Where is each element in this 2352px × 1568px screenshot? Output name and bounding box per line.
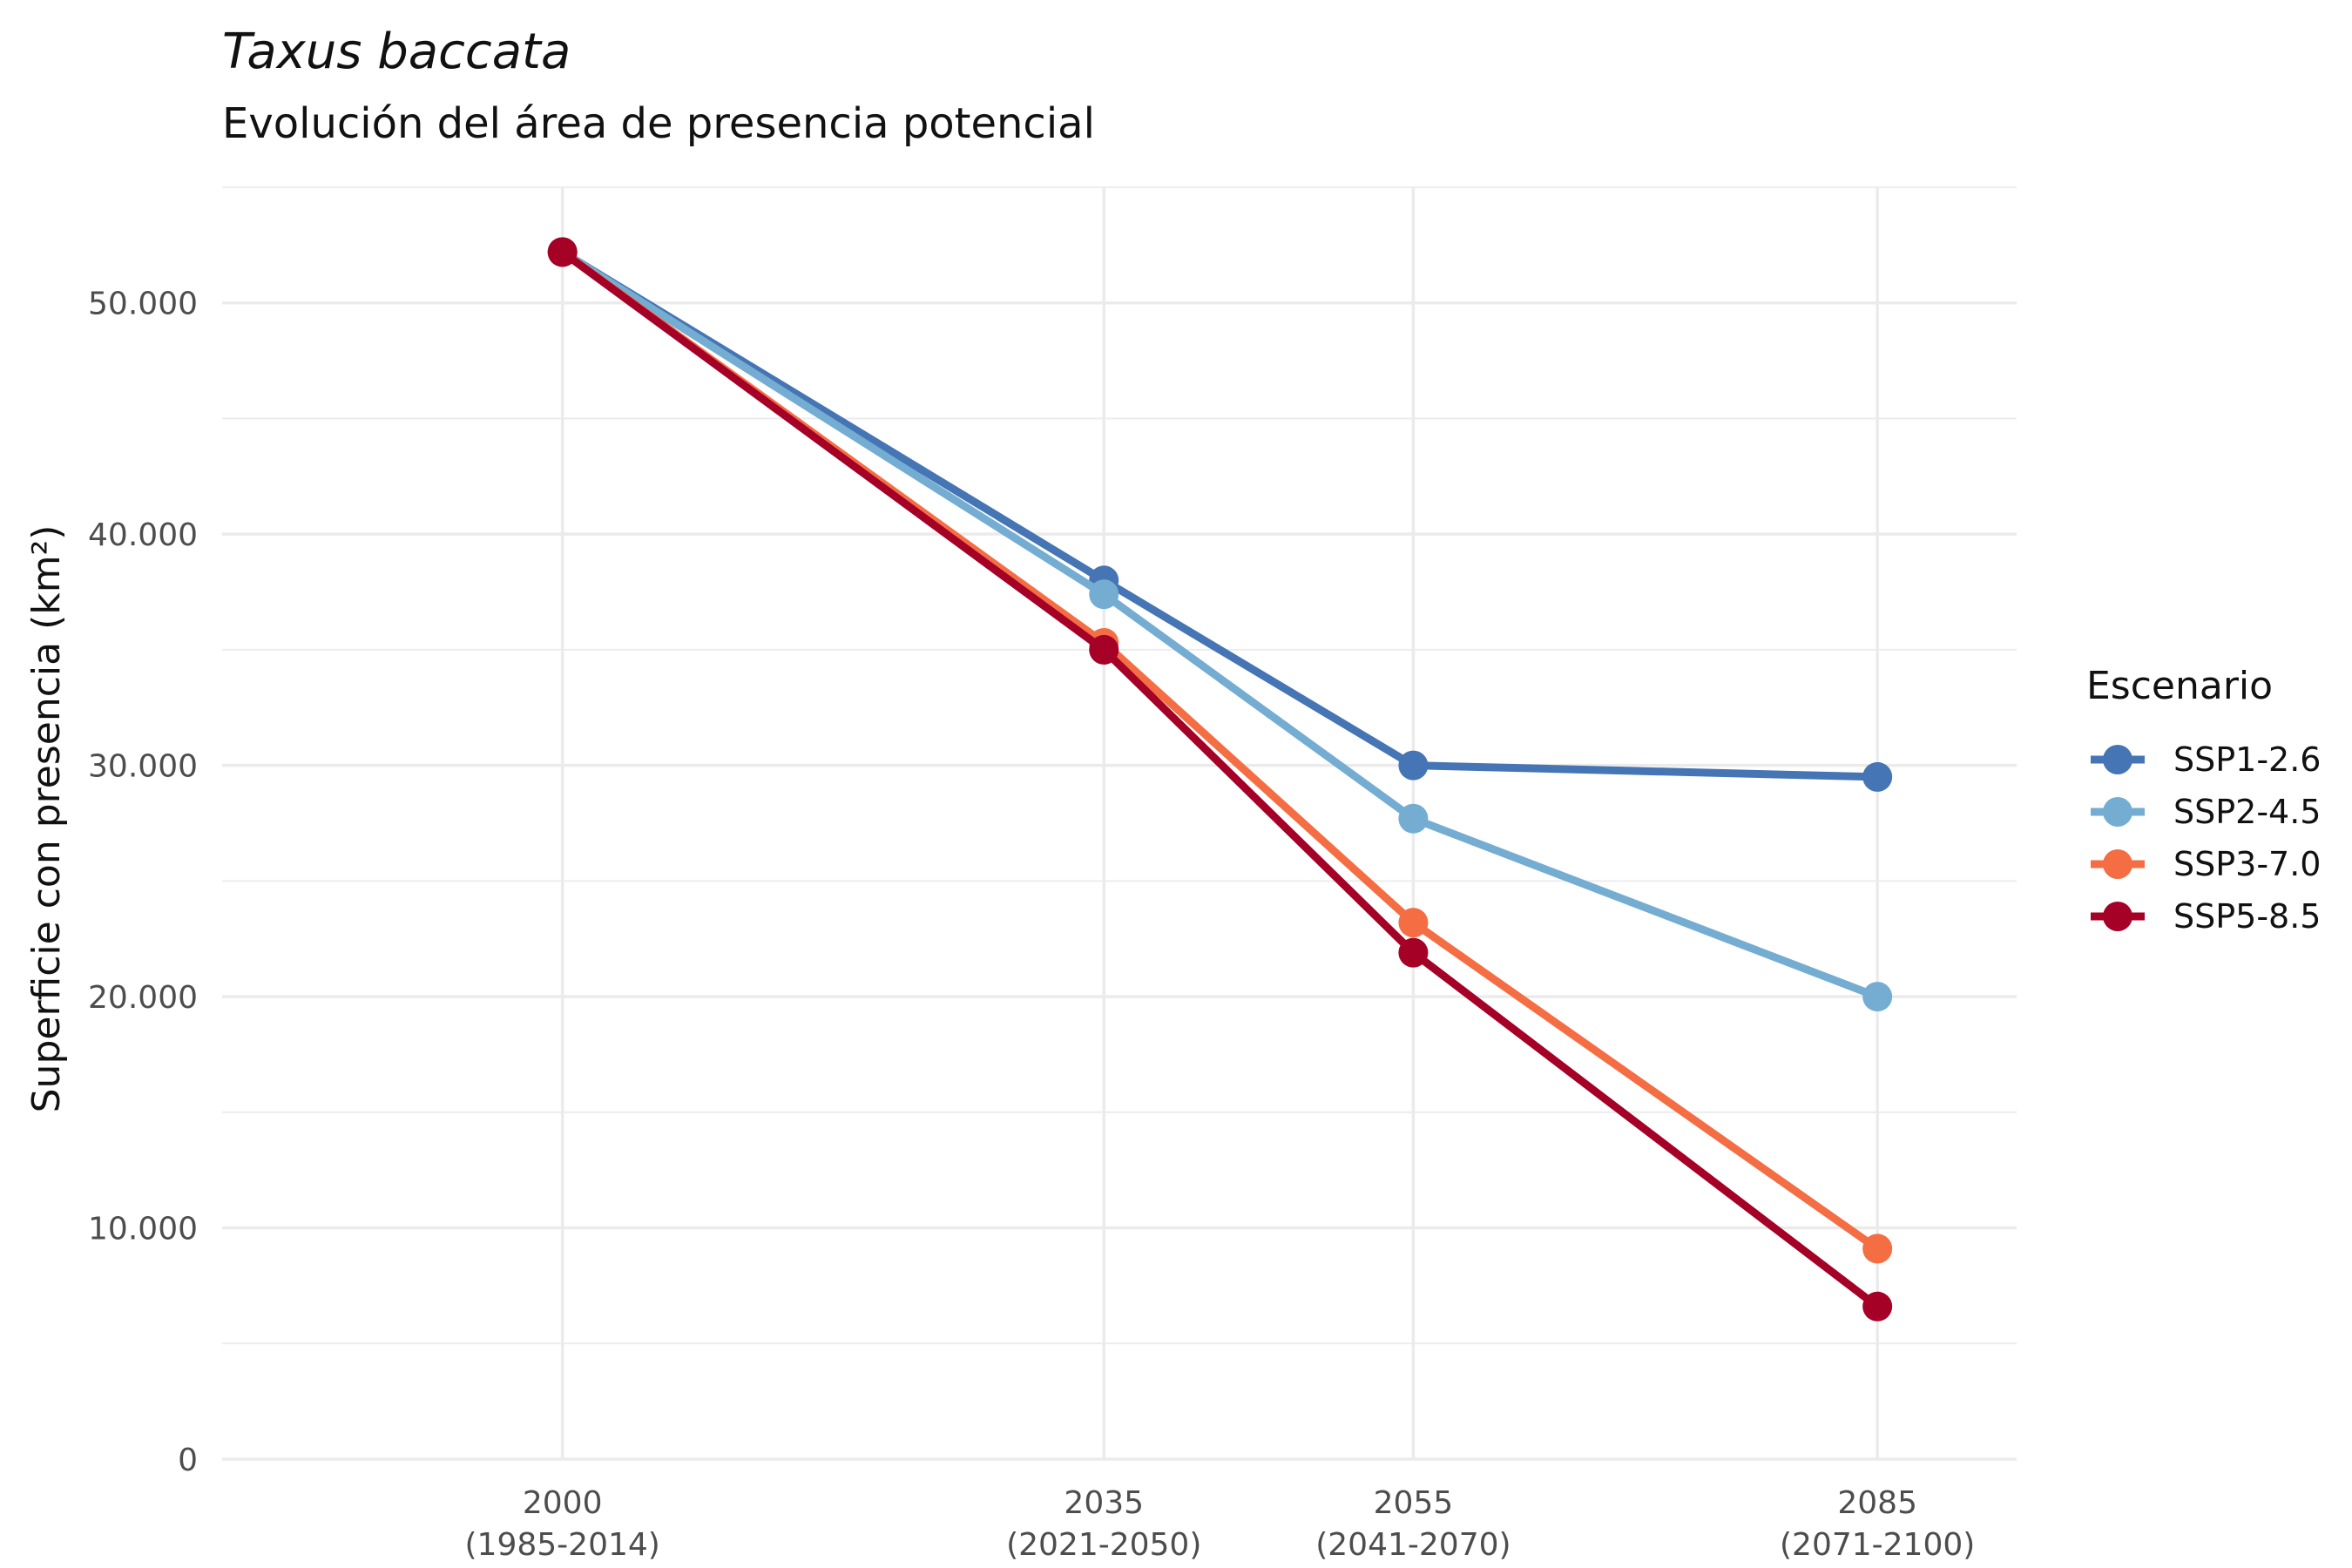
series-line-ssp5-8-5 [560, 248, 1880, 1310]
y-tick-label: 10.000 [88, 1212, 198, 1247]
data-point-ssp5-8-5 [1398, 937, 1429, 968]
x-tick-label: 2035 [1064, 1485, 1144, 1521]
legend-label-ssp5-8-5: SSP5-8.5 [2173, 897, 2321, 936]
data-point-ssp2-4-5 [1862, 982, 1893, 1012]
x-tick-period: (2021-2050) [1006, 1527, 1201, 1563]
data-point-ssp1-2-6 [1862, 761, 1893, 792]
legend-label-ssp3-7-0: SSP3-7.0 [2173, 845, 2321, 883]
x-tick-label: 2055 [1374, 1485, 1454, 1521]
x-tick-label: 2000 [523, 1485, 603, 1521]
y-tick-label: 50.000 [88, 287, 198, 322]
y-tick-label: 30.000 [88, 749, 198, 785]
x-tick-period: (2071-2100) [1780, 1527, 1975, 1563]
legend-label-ssp2-4-5: SSP2-4.5 [2173, 793, 2321, 831]
data-point-ssp1-2-6 [1398, 750, 1429, 781]
data-point-ssp5-8-5 [547, 237, 578, 267]
data-point-ssp2-4-5 [1398, 803, 1429, 834]
x-tick-period: (1985-2014) [465, 1527, 660, 1563]
series-line-ssp1-2-6 [560, 248, 1878, 781]
series-line-ssp2-4-5 [560, 248, 1879, 1001]
y-axis-label: Superficie con presencia (km²) [24, 525, 69, 1113]
data-point-ssp5-8-5 [1089, 634, 1119, 665]
legend-title: Escenario [2086, 664, 2273, 708]
legend-label-ssp1-2-6: SSP1-2.6 [2173, 740, 2321, 779]
series-lines [547, 237, 1893, 1321]
y-tick-label: 40.000 [88, 517, 198, 553]
x-tick-label: 2085 [1837, 1485, 1917, 1521]
chart-title: Taxus baccata [222, 24, 571, 80]
y-tick-label: 20.000 [88, 980, 198, 1016]
legend: Escenario SSP1-2.6 SSP2-4.5 SSP3-7.0 SSP5-8… [2086, 664, 2321, 936]
data-point-ssp5-8-5 [1862, 1291, 1893, 1321]
data-point-ssp3-7-0 [1862, 1233, 1893, 1264]
legend-key-point-ssp1-2-6 [2103, 745, 2132, 774]
y-axis-ticks: 0 10.000 20.000 30.000 40.000 50.000 [88, 287, 198, 1478]
x-tick-period: (2041-2070) [1315, 1527, 1511, 1563]
data-point-ssp3-7-0 [1398, 908, 1429, 938]
legend-key-point-ssp2-4-5 [2103, 797, 2132, 827]
x-axis-ticks: 2000 (1985-2014) 2035 (2021-2050) 2055 (2041-… [465, 1485, 1976, 1563]
chart-subtitle: Evolución del área de presencia potencia… [222, 99, 1095, 148]
legend-key-point-ssp5-8-5 [2103, 902, 2132, 931]
legend-key-point-ssp3-7-0 [2103, 849, 2132, 879]
data-point-ssp2-4-5 [1089, 579, 1119, 610]
y-tick-label: 0 [178, 1443, 198, 1478]
grid [222, 186, 2017, 1461]
